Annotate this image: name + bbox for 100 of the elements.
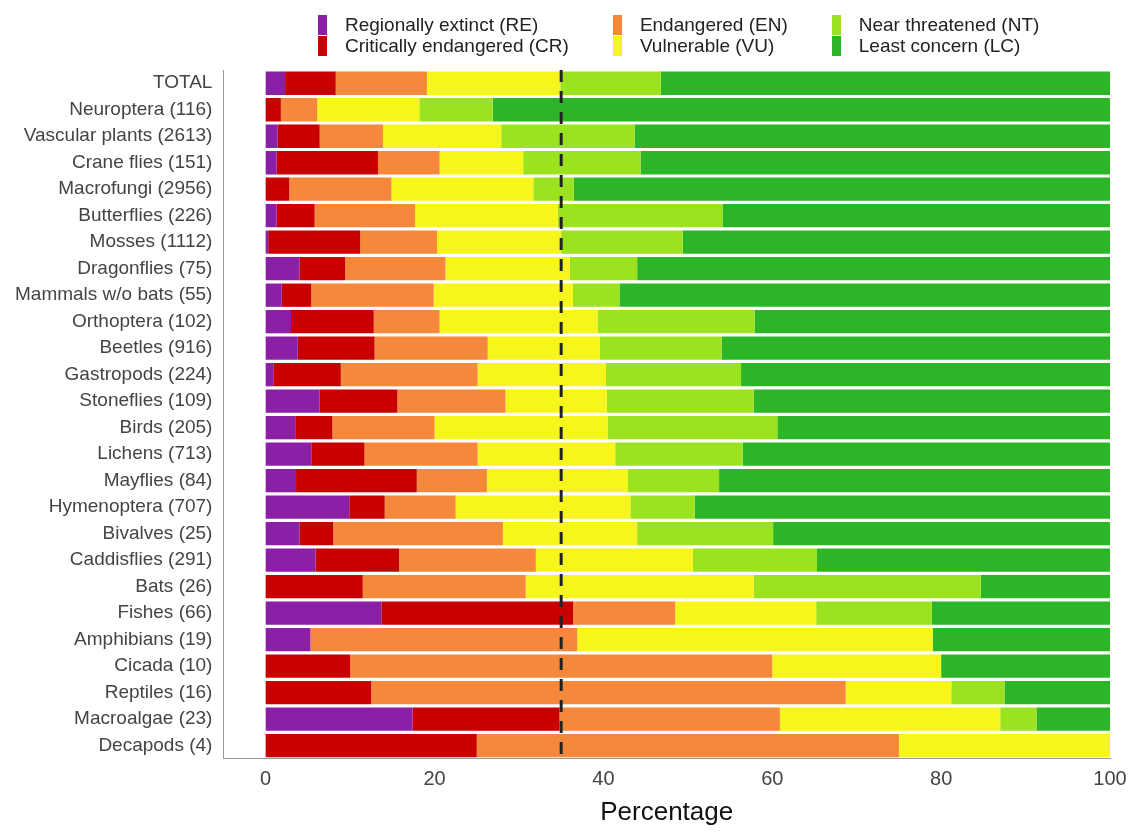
- bar: [317, 98, 420, 122]
- bar: [1036, 707, 1110, 731]
- bar: [419, 98, 493, 122]
- bar: [487, 336, 601, 360]
- bar: [573, 177, 1110, 201]
- bar: [265, 627, 311, 652]
- y-tick-label: Amphibians (19): [74, 627, 213, 649]
- bar: [265, 707, 413, 731]
- bar: [577, 627, 933, 652]
- bar: [455, 495, 631, 519]
- y-tick-label: Hymenoptera (707): [48, 495, 213, 517]
- bar: [373, 310, 440, 334]
- bar: [557, 204, 723, 228]
- bar: [340, 363, 478, 387]
- bar: [281, 283, 312, 307]
- legend-label: Vulnerable (VU): [639, 35, 775, 56]
- bar: [265, 415, 296, 440]
- y-tick-label: Reptiles (16): [104, 680, 213, 702]
- legend-label: Near threatened (NT): [858, 14, 1040, 35]
- y-tick-label: Fishes (66): [117, 601, 213, 623]
- bar: [412, 707, 560, 731]
- bar: [350, 654, 773, 678]
- x-tick-label: 0: [260, 767, 272, 790]
- bar: [265, 680, 372, 705]
- bar: [505, 389, 607, 413]
- bar: [381, 601, 573, 625]
- bar: [682, 230, 1110, 254]
- bar: [314, 204, 416, 228]
- bar: [265, 257, 300, 281]
- bar: [486, 468, 628, 493]
- bar: [426, 71, 561, 95]
- bar: [742, 442, 1110, 466]
- bar: [265, 601, 382, 625]
- bar: [384, 495, 456, 519]
- bar: [951, 680, 1005, 705]
- y-tick-label: Caddisflies (291): [69, 548, 213, 570]
- bar: [397, 389, 506, 413]
- y-tick-label: Birds (205): [119, 415, 213, 437]
- bar: [311, 442, 365, 466]
- y-tick-label: Orthoptera (102): [71, 309, 213, 331]
- bar: [477, 363, 606, 387]
- bar: [561, 230, 683, 254]
- bar: [694, 495, 1110, 519]
- bar: [445, 257, 570, 281]
- bar: [265, 548, 316, 572]
- bar: [265, 124, 278, 148]
- bar: [779, 707, 1001, 731]
- bar: [573, 283, 620, 307]
- y-tick-label: Neuroptera (116): [69, 97, 213, 119]
- bar: [345, 257, 446, 281]
- bar: [816, 601, 932, 625]
- y-tick-label: Macroalgae (23): [74, 707, 213, 729]
- y-tick-label: Bats (26): [135, 574, 213, 596]
- bar: [299, 521, 334, 546]
- y-tick-label: Macrofungi (2956): [58, 177, 213, 199]
- bar: [573, 601, 676, 625]
- legend-label: Endangered (EN): [639, 14, 788, 35]
- bar: [310, 627, 578, 652]
- bar: [600, 336, 722, 360]
- bar: [295, 415, 333, 440]
- bar: [265, 442, 312, 466]
- bar: [277, 124, 320, 148]
- bar: [290, 310, 374, 334]
- bar: [560, 71, 661, 95]
- bar: [627, 468, 720, 493]
- bar: [630, 495, 695, 519]
- y-tick-label: Lichens (713): [97, 442, 213, 464]
- bar: [741, 363, 1110, 387]
- bar: [377, 151, 440, 175]
- bar: [434, 415, 608, 440]
- y-tick-label: TOTAL: [152, 71, 213, 93]
- bar: [333, 521, 503, 546]
- bar: [280, 98, 318, 122]
- bar: [1000, 707, 1037, 731]
- bar: [265, 468, 297, 493]
- bar: [597, 310, 755, 334]
- x-tick-label: 20: [423, 767, 446, 790]
- bar: [675, 601, 817, 625]
- bar: [980, 574, 1110, 599]
- bar: [265, 521, 300, 546]
- bar: [399, 548, 536, 572]
- bar: [845, 680, 952, 705]
- bar: [362, 574, 526, 599]
- bar: [265, 363, 274, 387]
- bar: [265, 204, 277, 228]
- bar: [637, 257, 1110, 281]
- bar: [315, 548, 400, 572]
- bar: [273, 363, 341, 387]
- bar: [660, 71, 1110, 95]
- bar: [501, 124, 635, 148]
- x-axis-title: Percentage: [600, 795, 734, 826]
- bar: [289, 177, 392, 201]
- bar: [332, 415, 435, 440]
- bar: [722, 204, 1110, 228]
- bar: [416, 468, 487, 493]
- y-tick-label: Cicada (10): [114, 654, 213, 676]
- bar: [754, 310, 1110, 334]
- bar: [439, 310, 598, 334]
- x-tick-label: 40: [592, 767, 615, 790]
- y-tick-label: Mayflies (84): [103, 468, 213, 490]
